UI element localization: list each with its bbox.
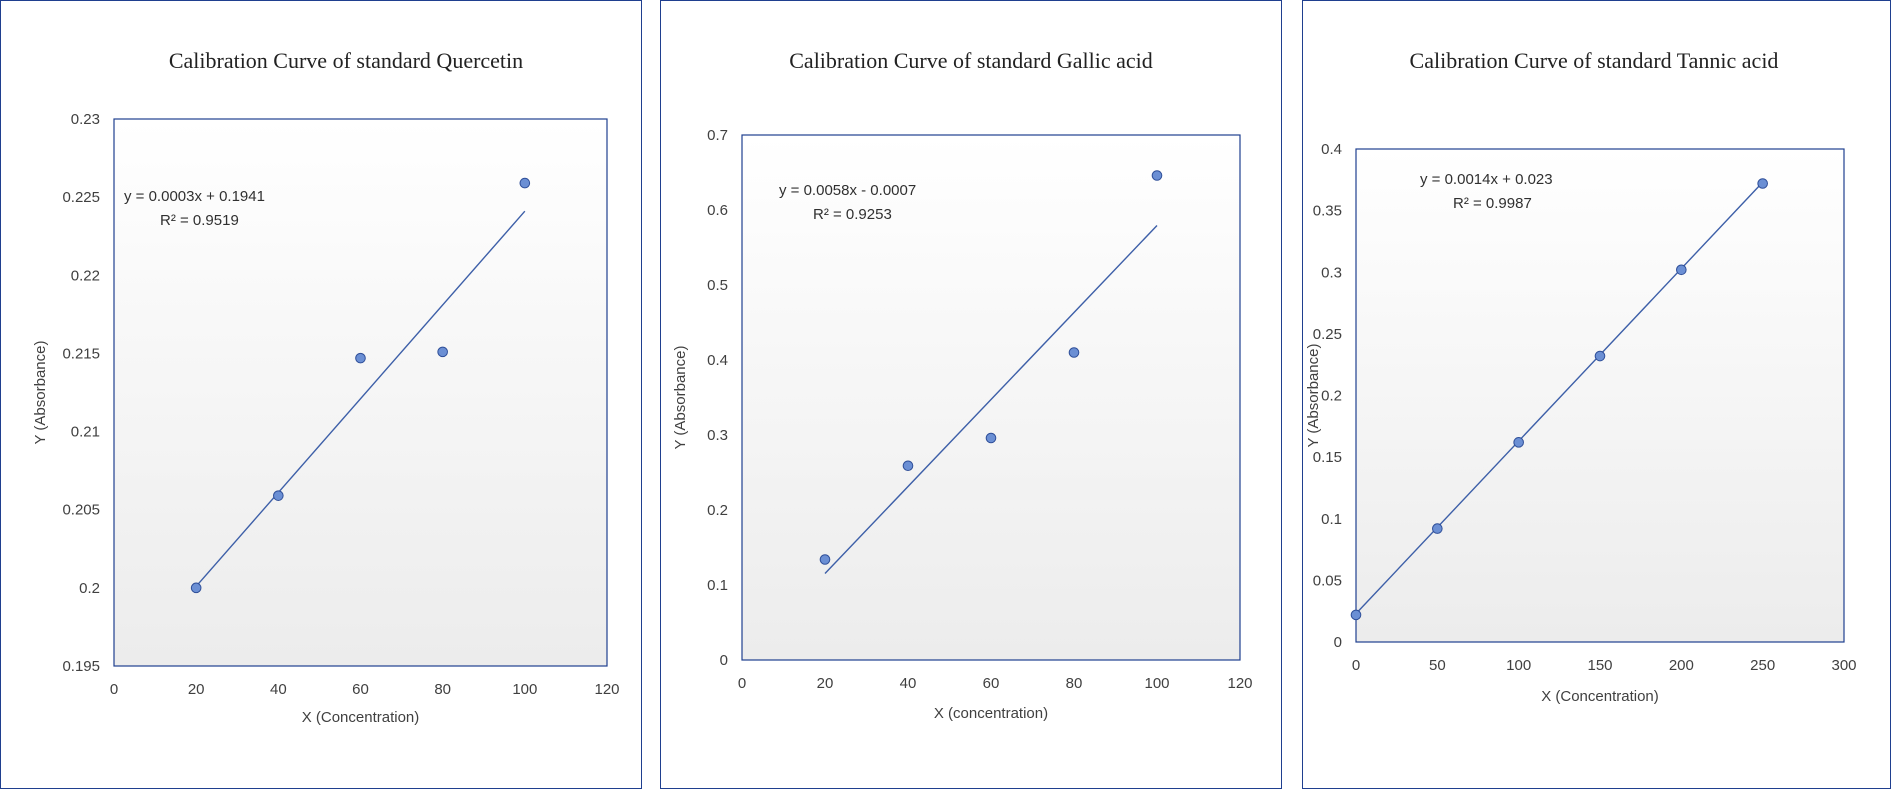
- chart-title: Calibration Curve of standard Quercetin: [169, 48, 523, 73]
- chart-panel-gallic-acid: Calibration Curve of standard Gallic aci…: [660, 0, 1282, 789]
- trendline: [824, 225, 1158, 575]
- x-tick-label: 300: [1831, 657, 1856, 674]
- trendline: [195, 210, 526, 587]
- data-point: [1432, 523, 1443, 534]
- x-tick-label: 20: [817, 675, 834, 692]
- data-point: [902, 460, 914, 472]
- trendline-equation: y = 0.0014x + 0.023: [1420, 171, 1553, 188]
- data-point: [273, 490, 284, 501]
- y-tick-label: 0.25: [1313, 326, 1342, 343]
- y-tick-label: 0.1: [707, 577, 728, 594]
- x-tick-label: 50: [1429, 657, 1446, 674]
- r-squared-label: R² = 0.9519: [160, 212, 239, 229]
- x-axis-label: X (Concentration): [302, 709, 420, 726]
- y-tick-label: 0.225: [62, 189, 100, 206]
- x-tick-label: 200: [1669, 657, 1694, 674]
- plot-area: [113, 118, 608, 667]
- x-tick-label: 100: [1506, 657, 1531, 674]
- chart-gallic-acid: Calibration Curve of standard Gallic aci…: [672, 48, 1253, 722]
- chart-title: Calibration Curve of standard Gallic aci…: [789, 48, 1153, 73]
- x-tick-label: 100: [512, 681, 537, 698]
- y-tick-label: 0.7: [707, 127, 728, 144]
- x-tick-label: 120: [1227, 675, 1252, 692]
- data-point: [190, 582, 202, 594]
- x-axis-label: X (concentration): [934, 705, 1048, 722]
- data-point: [355, 352, 366, 364]
- x-tick-label: 20: [188, 681, 205, 698]
- trendline-equation: y = 0.0003x + 0.1941: [124, 188, 265, 205]
- y-tick-label: 0.05: [1313, 572, 1342, 589]
- trendline: [1355, 181, 1764, 615]
- y-tick-label: 0.35: [1313, 203, 1342, 220]
- data-point: [1676, 264, 1687, 276]
- data-point: [519, 177, 531, 189]
- x-tick-label: 250: [1750, 657, 1775, 674]
- data-point: [1350, 609, 1362, 621]
- data-point: [819, 554, 831, 565]
- y-tick-label: 0.23: [71, 111, 100, 128]
- x-tick-label: 100: [1144, 675, 1169, 692]
- x-tick-label: 60: [352, 681, 369, 698]
- y-tick-label: 0: [720, 652, 728, 669]
- trendline-equation: y = 0.0058x - 0.0007: [779, 182, 916, 199]
- y-tick-label: 0.205: [62, 502, 100, 519]
- x-tick-label: 0: [738, 675, 746, 692]
- x-tick-label: 40: [900, 675, 917, 692]
- y-tick-label: 0.6: [707, 202, 728, 219]
- x-tick-label: 80: [1066, 675, 1083, 692]
- y-tick-label: 0.4: [707, 352, 728, 369]
- x-tick-label: 0: [1352, 657, 1360, 674]
- data-point: [1513, 437, 1524, 448]
- x-tick-label: 40: [270, 681, 287, 698]
- y-axis-label: Y (Absorbance): [1305, 344, 1322, 448]
- data-point: [437, 346, 448, 358]
- y-tick-label: 0.3: [1321, 264, 1342, 281]
- y-axis-label: Y (Absorbance): [672, 346, 689, 450]
- x-tick-label: 120: [594, 681, 619, 698]
- y-tick-label: 0.2: [79, 580, 100, 597]
- x-tick-label: 150: [1587, 657, 1612, 674]
- data-point: [1757, 178, 1768, 189]
- chart-tannic-acid: Calibration Curve of standard Tannic aci…: [1305, 48, 1857, 705]
- r-squared-label: R² = 0.9253: [813, 206, 892, 223]
- y-tick-label: 0.4: [1321, 141, 1342, 158]
- y-tick-label: 0.2: [1321, 388, 1342, 405]
- data-point: [985, 432, 997, 444]
- r-squared-label: R² = 0.9987: [1453, 195, 1532, 212]
- y-tick-label: 0.5: [707, 277, 728, 294]
- y-tick-label: 0.21: [71, 424, 100, 441]
- y-tick-label: 0.22: [71, 267, 100, 284]
- x-tick-label: 0: [110, 681, 118, 698]
- data-point: [1151, 170, 1163, 181]
- y-tick-label: 0.15: [1313, 449, 1342, 466]
- y-tick-label: 0.1: [1321, 511, 1342, 528]
- x-axis-label: X (Concentration): [1541, 688, 1659, 705]
- plot-area: [741, 134, 1241, 661]
- x-tick-label: 60: [983, 675, 1000, 692]
- chart-panel-quercetin: Calibration Curve of standard Quercetin 0…: [0, 0, 642, 789]
- data-point: [1068, 347, 1080, 358]
- plot-area: [1355, 148, 1845, 643]
- chart-panel-tannic-acid: Calibration Curve of standard Tannic aci…: [1302, 0, 1891, 789]
- y-tick-label: 0.215: [62, 345, 100, 362]
- chart-quercetin: Calibration Curve of standard Quercetin 0…: [32, 48, 620, 726]
- data-point: [1594, 350, 1606, 362]
- x-tick-label: 80: [434, 681, 451, 698]
- y-axis-label: Y (Absorbance): [32, 341, 49, 445]
- y-tick-label: 0.2: [707, 502, 728, 519]
- chart-title: Calibration Curve of standard Tannic aci…: [1410, 48, 1779, 73]
- y-tick-label: 0.195: [62, 658, 100, 675]
- y-tick-label: 0: [1334, 634, 1342, 651]
- y-tick-label: 0.3: [707, 427, 728, 444]
